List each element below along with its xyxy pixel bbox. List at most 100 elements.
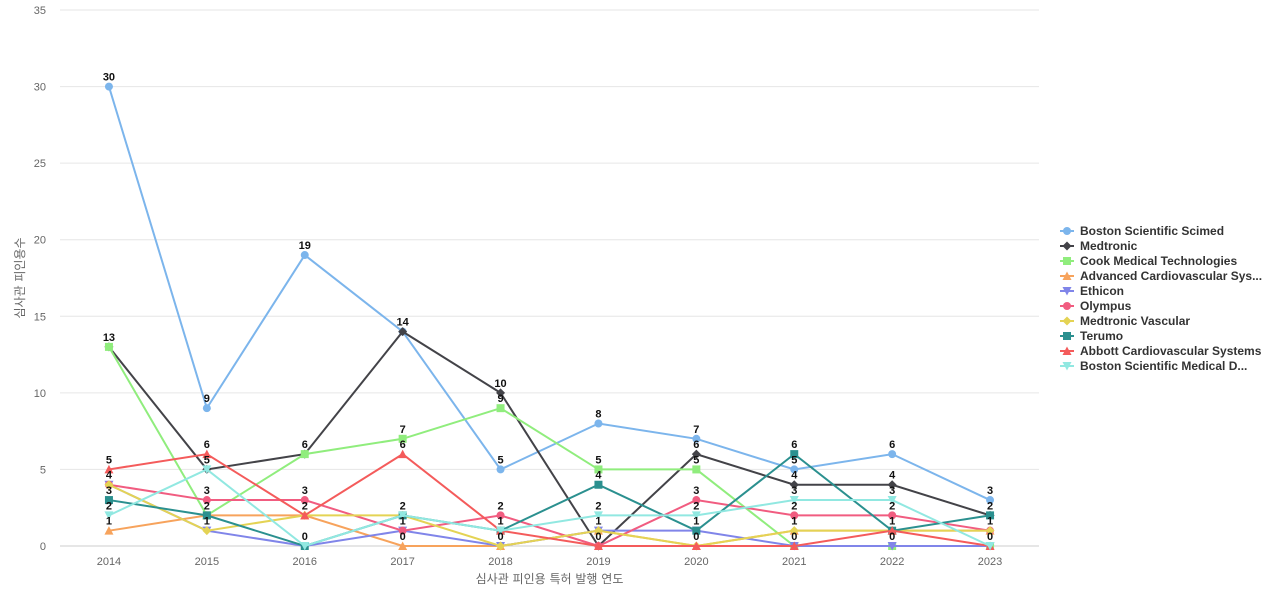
data-label: 2 [987,500,993,512]
series-line [108,452,991,547]
data-label: 5 [791,454,797,466]
data-label: 2 [791,500,797,512]
legend-label: Terumo [1080,329,1123,343]
data-label: 1 [400,516,406,528]
legend-marker [1062,271,1072,280]
data-label: 5 [693,454,699,466]
data-label: 5 [204,454,210,466]
legend-marker [1062,316,1072,326]
legend-item[interactable]: Ethicon [1060,284,1124,298]
data-point [790,465,799,474]
data-label: 0 [987,531,993,543]
data-label: 3 [693,485,699,497]
legend-item[interactable]: Terumo [1060,329,1123,343]
y-tick-label: 0 [40,541,46,553]
legend-item[interactable]: Advanced Cardiovascular Sys... [1060,269,1262,283]
data-label: 1 [204,516,210,528]
data-point [496,526,506,536]
data-point [985,542,995,551]
data-point [104,464,114,474]
legend-marker [1062,362,1072,371]
data-point [594,465,603,474]
series-line [108,452,991,548]
data-point [398,541,408,550]
legend-label: Advanced Cardiovascular Sys... [1080,269,1262,283]
legend-item[interactable]: Boston Scientific Scimed [1060,224,1224,238]
data-label: 1 [791,516,797,528]
data-point [789,496,799,505]
data-label: 2 [595,500,601,512]
legend-item[interactable]: Medtronic Vascular [1060,314,1190,328]
data-point [887,542,897,551]
data-point [691,541,701,550]
data-point [496,404,505,413]
legend-item[interactable]: Abbott Cardiovascular Systems [1060,344,1262,358]
data-label: 6 [889,439,895,451]
data-point [398,526,407,535]
data-point [300,510,310,520]
legend-label: Boston Scientific Scimed [1080,224,1224,238]
data-point [398,449,408,459]
data-point [887,480,897,490]
data-point [496,541,506,551]
legend-label: Abbott Cardiovascular Systems [1080,344,1262,358]
data-label: 6 [693,439,699,451]
data-label: 13 [103,332,115,344]
data-label: 6 [791,439,797,451]
legend-marker [1063,257,1071,265]
data-label: 19 [299,240,311,252]
y-tick-label: 15 [34,311,46,323]
y-tick-label: 30 [34,82,46,94]
data-point [104,526,114,535]
data-label: 0 [889,531,895,543]
data-point [594,419,603,428]
x-tick-label: 2014 [97,556,121,568]
legend-item[interactable]: Medtronic [1060,239,1138,253]
data-label: 2 [497,500,503,512]
data-point [593,541,603,550]
data-point [202,526,212,536]
data-point [692,465,701,474]
y-axis-title: 심사관 피인용수 [13,237,27,318]
data-label: 9 [497,393,503,405]
legend-marker [1063,332,1071,340]
data-point [300,450,309,459]
y-tick-label: 5 [40,464,46,476]
series-line [108,330,991,548]
data-point [104,496,113,505]
data-label: 3 [302,485,308,497]
data-label: 6 [302,439,308,451]
x-tick-label: 2022 [880,556,904,568]
data-label: 3 [987,485,993,497]
data-label: 7 [400,424,406,436]
legend-marker [1062,287,1072,296]
data-label: 4 [889,470,896,482]
series-line [107,86,991,501]
legend-item[interactable]: Cook Medical Technologies [1060,254,1237,268]
data-label: 2 [889,500,895,512]
data-label: 7 [693,424,699,436]
data-point [692,434,701,443]
legend-marker [1063,302,1071,310]
data-point [593,511,603,520]
y-tick-label: 25 [34,158,46,170]
data-point [104,342,113,351]
legend-item[interactable]: Boston Scientific Medical D... [1060,359,1247,373]
data-point [398,511,408,520]
data-label-layer: 3013543219653211963201476210109521085421… [103,72,993,543]
data-point [202,449,212,459]
data-point [888,450,897,459]
data-point [496,465,505,474]
series-line [108,483,991,548]
legend-label: Cook Medical Technologies [1080,254,1237,268]
data-point [202,511,211,520]
legend-item[interactable]: Olympus [1060,299,1132,313]
data-label: 0 [791,531,797,543]
x-tick-label: 2016 [293,556,317,568]
data-label: 1 [595,516,601,528]
data-label: 1 [889,516,895,528]
data-label: 2 [204,500,210,512]
data-point [789,541,799,550]
